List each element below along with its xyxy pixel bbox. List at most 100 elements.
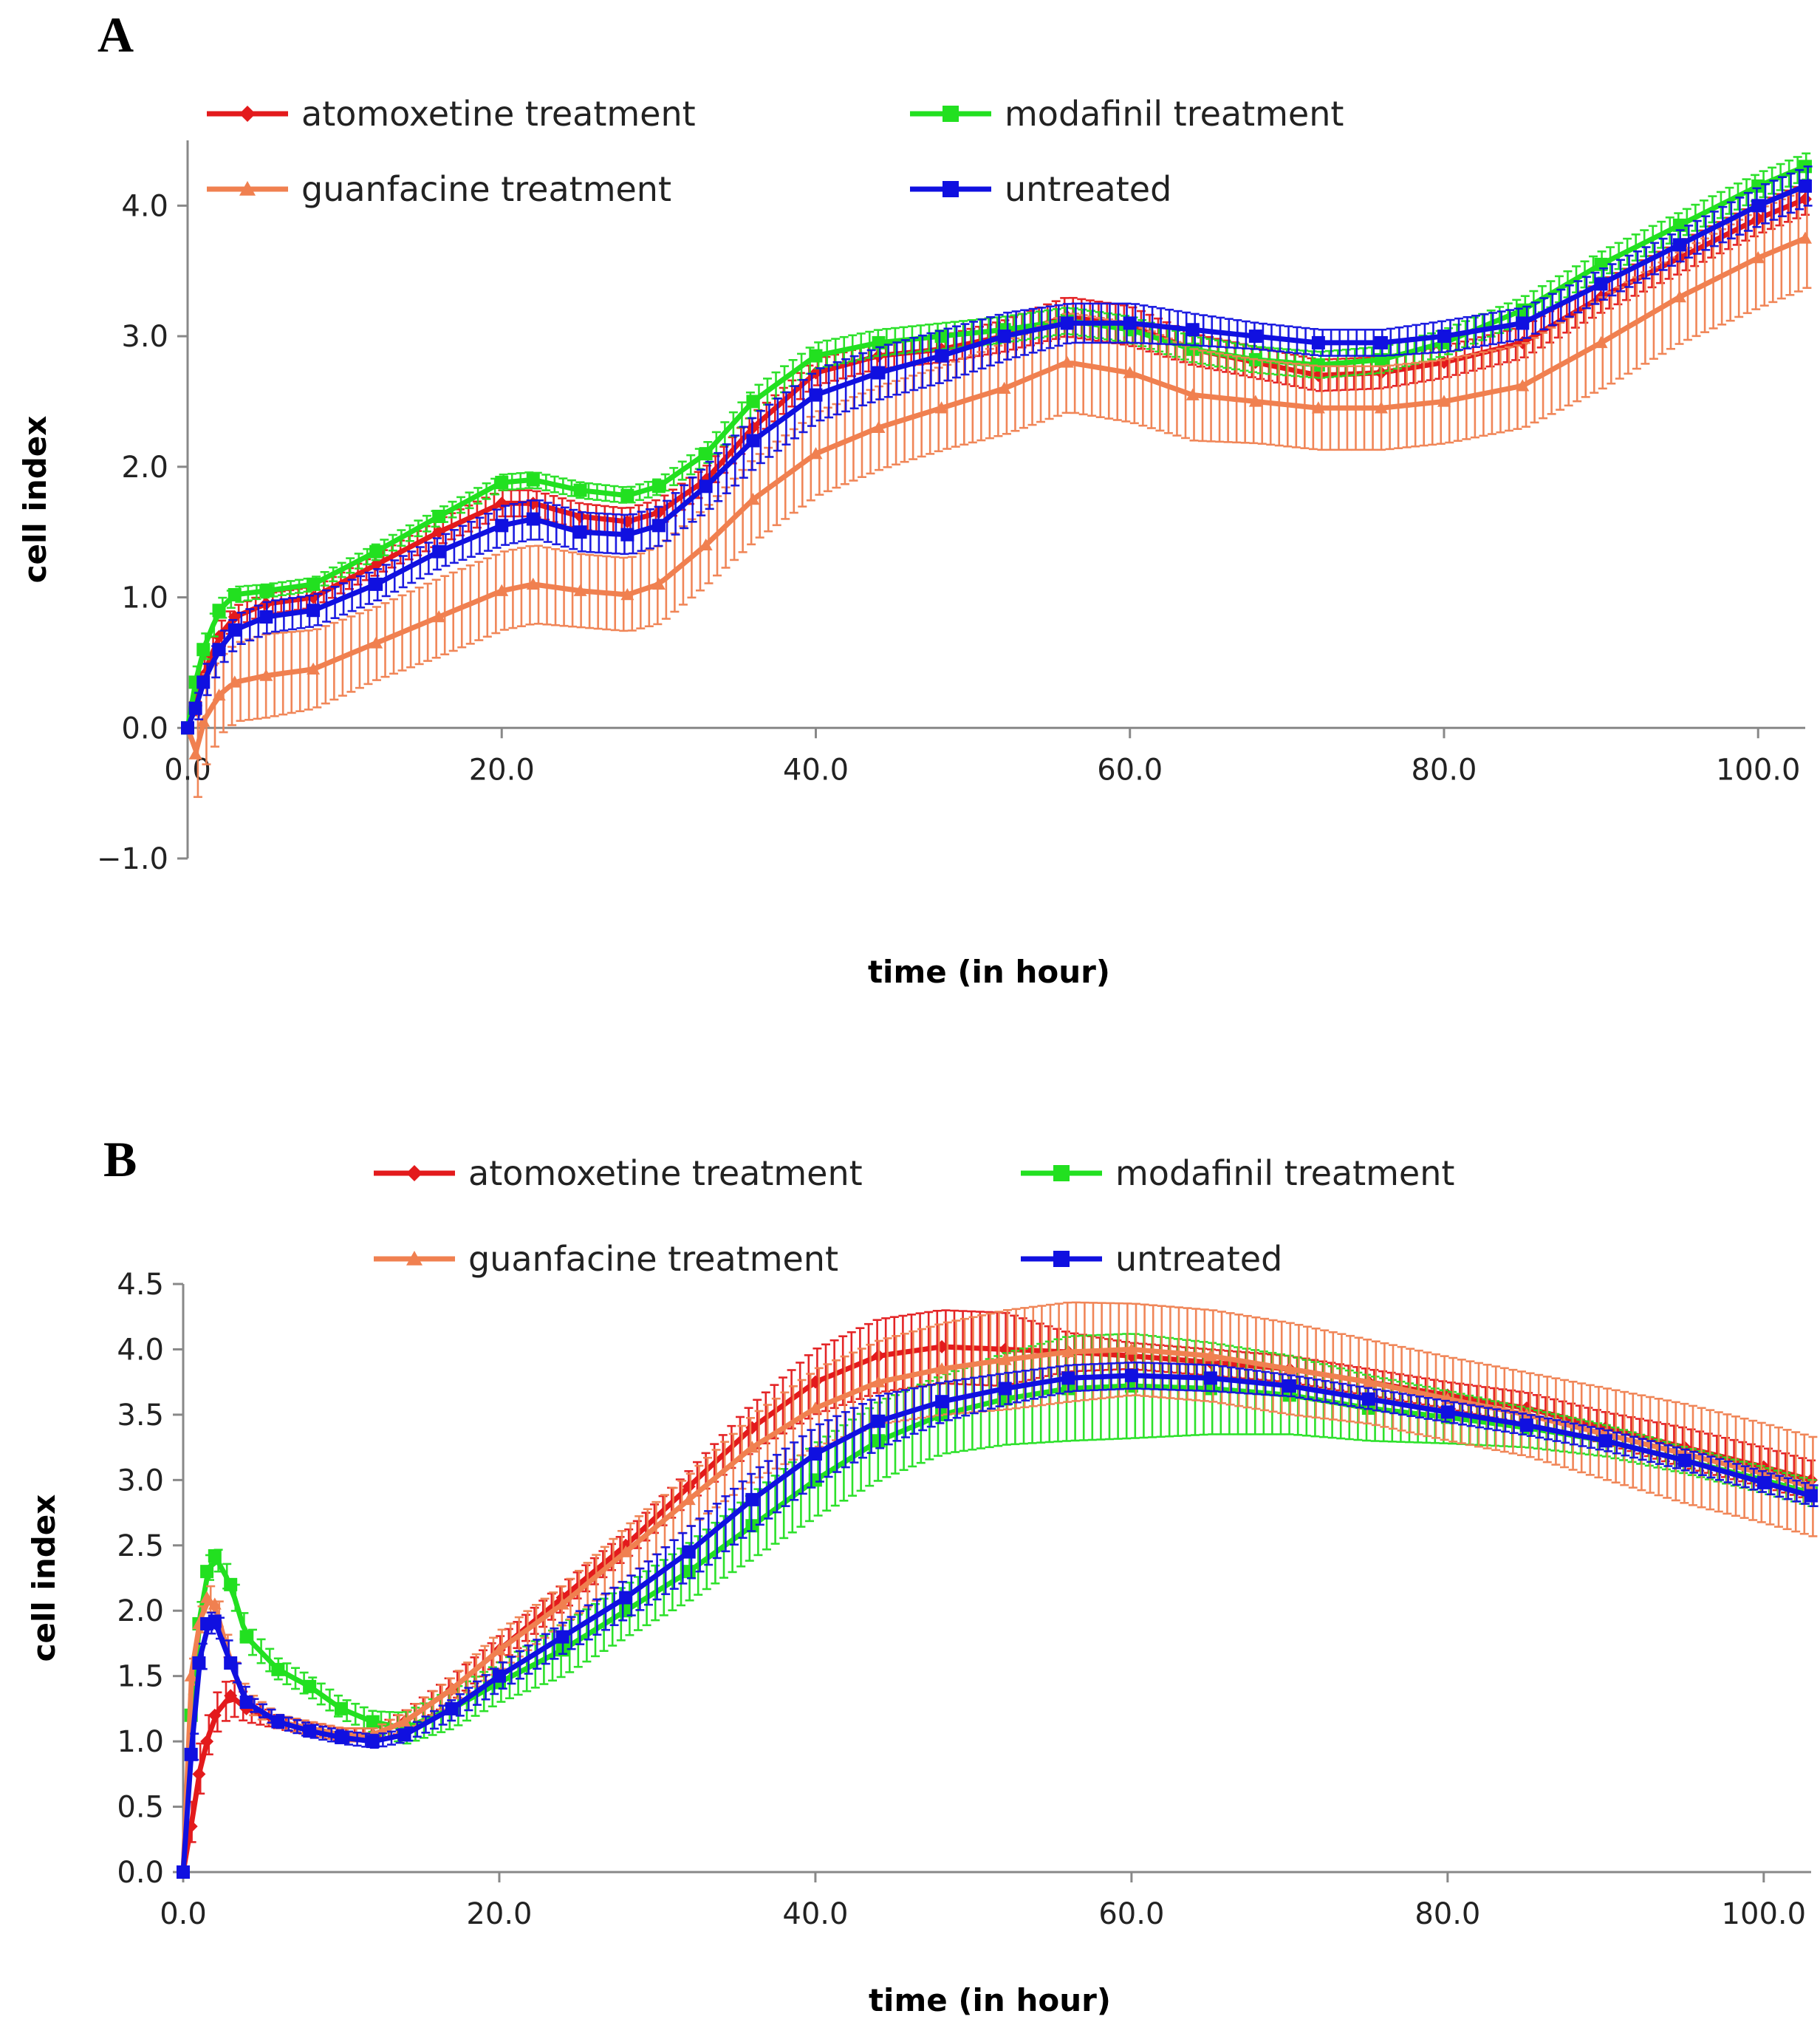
panel-b-x-tick-label: 100.0: [1722, 1897, 1807, 1931]
panel-b-untreated-point: [1203, 1371, 1217, 1385]
panel-b-legend-swatch-marker: [406, 1165, 422, 1181]
panel-a-y-tick-label: 3.0: [121, 320, 168, 354]
panel-a-y-axis-title: cell index: [17, 416, 53, 584]
panel-a-modafinil-treatment-point: [259, 584, 273, 598]
panel-a-untreated-point: [699, 479, 713, 494]
panel-a-modafinil-treatment-point: [872, 335, 886, 349]
panel-a-guanfacine-treatment-point: [526, 577, 540, 590]
panel-a-untreated-point: [495, 519, 509, 533]
panel-a-legend-swatch-marker: [239, 106, 256, 122]
panel-a-modafinil-treatment-point: [307, 577, 321, 591]
panel-a-guanfacine-treatment-point: [1594, 335, 1608, 349]
panel-b-y-tick-label: 1.5: [117, 1660, 164, 1694]
panel-b-untreated-point: [1361, 1392, 1375, 1406]
panel-b-guanfacine-treatment-point: [492, 1643, 506, 1656]
panel-a-untreated-point: [1374, 335, 1388, 349]
panel-a-guanfacine-treatment-point: [872, 420, 886, 433]
panel-b-untreated-point: [1124, 1368, 1138, 1382]
panel-b-untreated-point: [177, 1865, 190, 1879]
panel-a-modafinil-treatment-point: [369, 544, 383, 559]
panel-b-guanfacine-treatment-point: [1282, 1362, 1296, 1375]
panel-b-legend-entry-untreated: untreated: [1021, 1239, 1282, 1279]
panel-b-legend-label: guanfacine treatment: [468, 1239, 838, 1279]
panel-a-guanfacine-treatment-point: [699, 538, 713, 551]
panel-b-guanfacine-treatment-point: [1203, 1349, 1217, 1362]
panel-b-x-tick-label: 80.0: [1414, 1897, 1480, 1931]
panel-b-untreated-point: [208, 1614, 222, 1628]
panel-b-y-tick-label: 2.0: [117, 1594, 164, 1628]
panel-a-untreated-point: [1437, 329, 1451, 344]
panel-a: A −1.0 0.0 1.0 2.0 3.0 4.0 0.0 20.0 40.0 60.0 80.0 1…: [17, 7, 1813, 990]
panel-b-y-tick-label: 0.0: [117, 1856, 164, 1890]
panel-b-guanfacine-treatment-point: [619, 1545, 633, 1557]
panel-a-x-tick-label: 20.0: [469, 753, 535, 787]
panel-a-legend-entry-modafinil-treatment: modafinil treatment: [910, 94, 1344, 134]
panel-b-y-tick-label: 3.0: [117, 1464, 164, 1498]
panel-b-untreated-point: [303, 1724, 317, 1738]
panel-a-modafinil-treatment-point: [495, 476, 509, 490]
panel-a-modafinil-treatment-point: [934, 329, 948, 344]
panel-a-x-tick-label: 60.0: [1097, 753, 1163, 787]
panel-b: B 0.0 0.5 1.0 1.5 2.0 2.5 3.0 3.5 4.0 4.5 0.0 20.0 40…: [26, 1131, 1819, 2018]
panel-b-series-untreated: [177, 1361, 1819, 1879]
panel-b-untreated-point: [682, 1545, 696, 1559]
panel-b-guanfacine-treatment-point: [1361, 1375, 1375, 1387]
panel-a-legend-label: modafinil treatment: [1005, 94, 1344, 134]
panel-a-untreated-line: [185, 183, 1807, 729]
panel-a-untreated-point: [809, 388, 823, 402]
panel-b-untreated-point: [872, 1414, 886, 1428]
panel-b-untreated-point: [1440, 1405, 1454, 1419]
panel-b-modafinil-treatment-point: [303, 1679, 317, 1693]
panel-b-x-tick-label: 60.0: [1098, 1897, 1164, 1931]
panel-a-x-tick-label: 40.0: [783, 753, 849, 787]
panel-b-guanfacine-treatment-point: [872, 1375, 886, 1387]
panel-b-y-tick-label: 0.5: [117, 1791, 164, 1825]
panel-a-guanfacine-treatment-point: [1060, 355, 1074, 368]
panel-b-legend-swatch-marker: [1053, 1165, 1070, 1181]
panel-a-untreated-point: [872, 366, 886, 380]
panel-a-guanfacine-treatment-point: [1186, 388, 1200, 400]
panel-b-untreated-point: [397, 1728, 411, 1742]
panel-b-y-tick-label: 2.5: [117, 1529, 164, 1563]
panel-b-legend-label: atomoxetine treatment: [468, 1153, 863, 1193]
panel-a-guanfacine-treatment-point: [188, 747, 202, 759]
panel-b-modafinil-treatment-point: [872, 1434, 886, 1448]
panel-b-legend-swatch-marker: [1053, 1251, 1070, 1267]
panel-a-x-tick-label: 80.0: [1411, 753, 1477, 787]
panel-b-legend-entry-guanfacine-treatment: guanfacine treatment: [374, 1239, 838, 1279]
panel-a-y-tick-label: 4.0: [121, 189, 168, 223]
panel-a-legend-entry-guanfacine-treatment: guanfacine treatment: [207, 169, 671, 209]
panel-b-legend-entry-atomoxetine-treatment: atomoxetine treatment: [374, 1153, 863, 1193]
panel-b-modafinil-treatment-point: [682, 1565, 696, 1579]
panel-a-legend-entry-atomoxetine-treatment: atomoxetine treatment: [207, 94, 696, 134]
panel-b-modafinil-treatment-point: [271, 1662, 285, 1676]
panel-a-guanfacine-treatment-point: [212, 689, 226, 701]
panel-a-guanfacine-treatment-point: [1248, 395, 1262, 407]
panel-a-legend-entry-untreated: untreated: [910, 169, 1171, 209]
panel-a-untreated-point: [188, 701, 202, 715]
panel-a-legend-label: guanfacine treatment: [301, 169, 671, 209]
panel-a-untreated-point: [1516, 316, 1530, 330]
panel-b-untreated-point: [239, 1696, 253, 1710]
panel-a-untreated-point: [1799, 179, 1812, 193]
panel-a-untreated-point: [369, 577, 383, 591]
panel-b-legend-label: untreated: [1115, 1239, 1282, 1279]
panel-b-y-tick-label: 3.5: [117, 1399, 164, 1433]
panel-a-guanfacine-treatment-point: [432, 610, 446, 623]
panel-b-guanfacine-treatment-point: [808, 1401, 822, 1414]
panel-a-legend-swatch-marker: [942, 181, 959, 197]
panel-b-modafinil-treatment-point: [334, 1701, 348, 1715]
panel-b-legend-label: modafinil treatment: [1115, 1153, 1454, 1193]
panel-a-guanfacine-treatment-point: [259, 669, 273, 681]
panel-b-untreated-point: [1756, 1475, 1771, 1489]
panel-a-guanfacine-treatment-point: [651, 577, 666, 590]
panel-a-x-axis-title: time (in hour): [868, 954, 1110, 990]
panel-b-untreated-point: [184, 1747, 198, 1761]
panel-b-untreated-point: [445, 1701, 459, 1715]
panel-a-guanfacine-treatment-point: [746, 493, 760, 505]
panel-a-untreated-point: [228, 623, 242, 637]
panel-a-guanfacine-treatment-point: [1123, 366, 1137, 378]
panel-b-guanfacine-treatment-point: [1124, 1342, 1138, 1355]
panel-a-y-tick-label: −1.0: [97, 842, 168, 876]
